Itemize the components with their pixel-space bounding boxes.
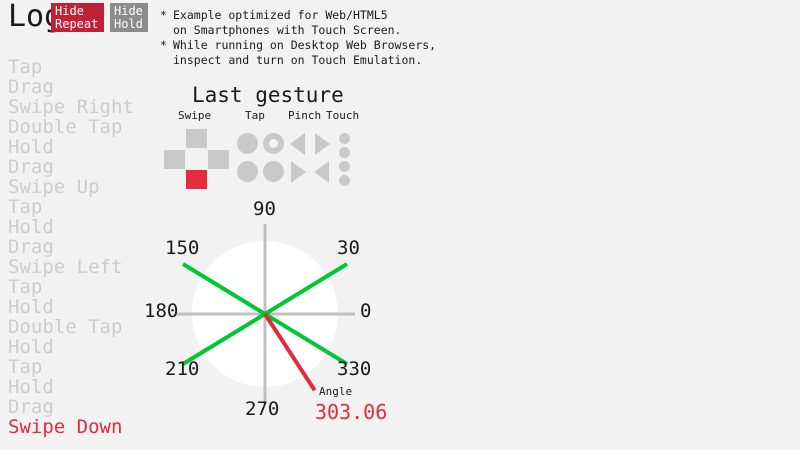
pinch-indicator-group (290, 133, 332, 183)
dial-angle-needle (263, 312, 317, 392)
dial-tick-90: 90 (253, 198, 276, 220)
dial-tick-270: 270 (245, 398, 280, 420)
touch-count-indicator (339, 133, 353, 186)
log-item-current: Swipe Down (8, 416, 123, 438)
swipe-direction-indicator (164, 129, 230, 189)
tap-double-icon (263, 133, 284, 154)
angle-caption: Angle (319, 385, 353, 398)
pinch-out-left-icon (290, 133, 305, 155)
log-item: Tap (8, 56, 43, 78)
note-text-1: Example optimized for Web/HTML5 (173, 8, 388, 22)
touch-dot-2-icon (339, 147, 350, 158)
note-text-3: While running on Desktop Web Browsers, (173, 38, 437, 52)
touch-dot-4-icon (339, 175, 350, 186)
log-item: Tap (8, 196, 43, 218)
category-label-swipe: Swipe (178, 109, 212, 122)
log-item: Swipe Left (8, 256, 123, 278)
bullet-star-icon-2: * (160, 38, 167, 52)
gesture-log-list[interactable]: Tap Drag Swipe Right Double Tap Hold Drag Swip… (8, 57, 153, 437)
swipe-up-indicator (186, 129, 207, 148)
last-gesture-title: Last gesture (192, 83, 344, 107)
hide-repeat-button-line2: Repeat (55, 17, 99, 31)
info-notes: * Example optimized for Web/HTML5 on Smar… (160, 8, 436, 68)
note-line-3: * While running on Desktop Web Browsers, (160, 38, 436, 53)
hide-repeat-button-line1: Hide (55, 4, 84, 18)
hide-hold-button[interactable]: Hide Hold (110, 3, 148, 32)
dial-tick-180: 180 (144, 300, 179, 322)
log-item: Tap (8, 276, 43, 298)
tap-hold-icon (237, 161, 258, 182)
log-item: Drag (8, 236, 54, 258)
category-label-touch: Touch (326, 109, 360, 122)
note-text-4: inspect and turn on Touch Emulation. (173, 53, 423, 67)
bullet-star-icon: * (160, 8, 167, 22)
angle-dial[interactable]: 90 150 30 180 0 210 330 270 Angle 303.06 (144, 196, 425, 446)
note-line-4: inspect and turn on Touch Emulation. (160, 53, 436, 68)
dial-tick-30: 30 (337, 237, 360, 259)
hide-hold-button-line2: Hold (114, 17, 143, 31)
dial-tick-330: 330 (337, 358, 372, 380)
dial-tick-0: 0 (360, 300, 372, 322)
note-line-1: * Example optimized for Web/HTML5 (160, 8, 436, 23)
note-line-2: on Smartphones with Touch Screen. (160, 23, 436, 38)
log-item: Drag (8, 76, 54, 98)
swipe-down-indicator (186, 170, 207, 189)
category-label-tap: Tap (245, 109, 265, 122)
log-item: Hold (8, 216, 54, 238)
swipe-left-indicator (164, 150, 185, 169)
angle-dial-graphic (175, 224, 355, 404)
pinch-in-left-icon (291, 161, 306, 183)
swipe-right-indicator (208, 150, 229, 169)
log-item: Hold (8, 336, 54, 358)
log-item: Drag (8, 156, 54, 178)
dial-tick-210: 210 (165, 358, 200, 380)
tap-single-icon (237, 133, 258, 154)
log-item: Hold (8, 296, 54, 318)
log-item: Hold (8, 376, 54, 398)
log-item: Double Tap (8, 116, 123, 138)
tap-drag-icon (263, 161, 284, 182)
hide-repeat-button[interactable]: Hide Repeat (51, 3, 104, 32)
pinch-out-right-icon (315, 133, 330, 155)
angle-value: 303.06 (315, 400, 388, 424)
note-text-2: on Smartphones with Touch Screen. (173, 23, 402, 37)
hide-hold-button-line1: Hide (114, 4, 143, 18)
category-label-pinch: Pinch (288, 109, 322, 122)
dial-tick-150: 150 (165, 237, 200, 259)
tap-indicator-group (237, 133, 287, 183)
touch-dot-1-icon (339, 133, 350, 144)
log-item: Drag (8, 396, 54, 418)
log-item: Tap (8, 356, 43, 378)
log-item: Double Tap (8, 316, 123, 338)
log-item: Hold (8, 136, 54, 158)
touch-dot-3-icon (339, 161, 350, 172)
pinch-in-right-icon (314, 161, 329, 183)
log-item: Swipe Up (8, 176, 100, 198)
log-item: Swipe Right (8, 96, 134, 118)
